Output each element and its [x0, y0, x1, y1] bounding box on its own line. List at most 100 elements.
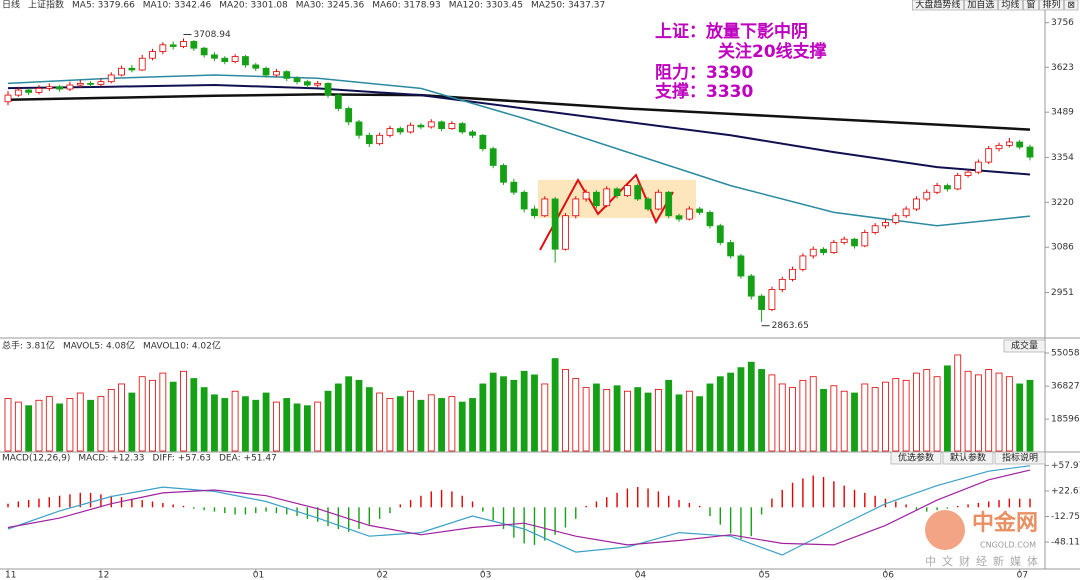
candle-body [355, 121, 363, 136]
candle-body [231, 56, 239, 62]
header-label: MA5: 3379.66 [72, 1, 135, 11]
y-tick-label: 55058 [1051, 349, 1080, 359]
volume-bar [469, 398, 476, 452]
panel-button[interactable] [1003, 339, 1046, 353]
volume-bar [283, 398, 291, 452]
panel-button[interactable] [890, 451, 942, 465]
candle-body [283, 71, 291, 79]
volume-bar [706, 383, 714, 452]
header-label: MA20: 3301.08 [219, 1, 288, 11]
volume-bar [35, 399, 43, 452]
panel-button-label[interactable]: 成交量 [1011, 340, 1038, 352]
volume-bar [1005, 376, 1013, 452]
candle-body [520, 191, 528, 210]
candle-body [933, 185, 941, 193]
volume-bar [273, 401, 280, 452]
toolbar-button[interactable] [1039, 0, 1064, 11]
candle-body [211, 54, 218, 59]
candle-body [727, 242, 735, 257]
volume-bar [551, 358, 559, 452]
volume-bar [107, 388, 115, 452]
volume-bar [25, 405, 33, 452]
panel-button[interactable] [994, 451, 1046, 465]
toolbar-button-label[interactable]: ⊠ [1067, 1, 1075, 11]
candle-body [500, 165, 507, 183]
annotation: 上证：放量下影中阴 [655, 21, 808, 42]
candle-body [685, 208, 693, 220]
candle-body [861, 232, 869, 247]
candle-body [345, 108, 353, 123]
volume-bar [4, 398, 12, 452]
candle-body [737, 255, 745, 277]
candle-body [242, 56, 249, 66]
y-tick-label: 3756 [1051, 18, 1074, 28]
candle-body [66, 84, 74, 90]
header-label: MAVOL5: 4.08亿 [63, 340, 135, 352]
panel-button-label[interactable]: 指标说明 [1002, 452, 1038, 464]
candle-body [572, 198, 580, 217]
x-tick-label: 01 [253, 571, 264, 580]
toolbar-button-label[interactable]: 大盘趋势线 [915, 0, 960, 11]
volume-bar [427, 394, 435, 452]
header-label: MAVOL10: 4.02亿 [143, 340, 221, 352]
candle-body [128, 67, 136, 71]
y-tick-label: 3354 [1051, 153, 1074, 163]
y-tick-label: 3086 [1051, 243, 1074, 253]
toolbar-button[interactable] [1064, 0, 1079, 11]
volume-bar [242, 396, 249, 452]
candle-body [365, 134, 373, 145]
candle-body [479, 134, 487, 150]
candle-body [107, 74, 115, 83]
candle-body [138, 57, 146, 71]
y-tick-label: +22.61 [1051, 486, 1080, 496]
toolbar-button-label[interactable]: 加自选 [967, 0, 994, 11]
candle-body [902, 208, 910, 217]
toolbar-button[interactable] [1023, 0, 1039, 11]
toolbar-button-label[interactable]: 排列 [1042, 0, 1060, 11]
candle-body [180, 41, 187, 47]
candle-body [778, 278, 786, 290]
volume-bar [613, 385, 621, 452]
volume-bar [45, 396, 53, 452]
volume-bar [892, 378, 900, 452]
candle-body [882, 222, 889, 227]
candle-body [820, 248, 827, 253]
candle-body [334, 94, 342, 109]
candle-body [76, 82, 84, 86]
panel-button-label[interactable]: 优选参数 [898, 452, 934, 464]
panel-button-label[interactable]: 默认参数 [950, 452, 986, 464]
indicator-line [7, 74, 1031, 227]
candle-body [262, 67, 270, 76]
volume-bar [324, 390, 332, 452]
y-tick-label: 3489 [1051, 108, 1074, 118]
toolbar-button-label[interactable]: 窗 [1026, 0, 1035, 11]
candle-body [985, 148, 993, 163]
candle-body [665, 191, 673, 217]
indicator-line [7, 83, 1031, 176]
volume-bar [76, 392, 84, 452]
candle-body [293, 77, 301, 83]
candle-body [4, 94, 12, 103]
volume-bar [644, 392, 652, 452]
candle-body [35, 87, 43, 93]
volume-bar [531, 374, 538, 452]
x-tick-label: 05 [759, 571, 770, 580]
header-label: 总手: 3.81亿 [2, 340, 55, 352]
volume-bar [623, 390, 631, 452]
candle-body [644, 198, 652, 210]
volume-bar [675, 394, 683, 452]
volume-bar [252, 399, 260, 452]
candle-body [438, 121, 445, 129]
candle-body [551, 198, 559, 250]
volume-bar [303, 405, 311, 452]
candle-body [613, 188, 621, 197]
toolbar-button[interactable] [964, 0, 998, 11]
volume-bar [541, 383, 549, 452]
toolbar-button-label[interactable]: 均线 [1001, 0, 1019, 11]
y-tick-label: 2951 [1051, 288, 1074, 298]
panel-button[interactable] [942, 451, 994, 465]
toolbar-button[interactable] [998, 0, 1023, 11]
toolbar-button[interactable] [912, 0, 964, 11]
volume-bar [716, 376, 724, 452]
candle-body [995, 144, 1003, 150]
